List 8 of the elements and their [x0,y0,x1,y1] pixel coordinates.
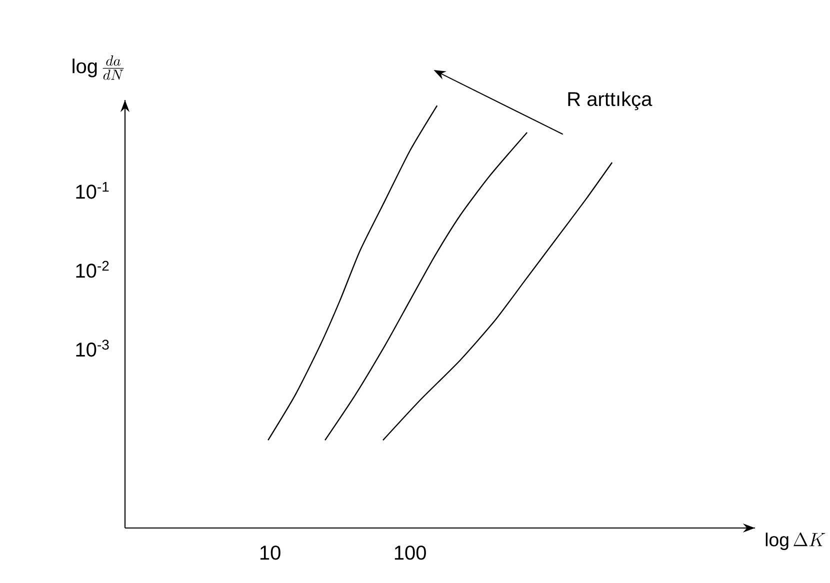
y-axis-title: $\log \frac{da}{dN}$ [72,55,124,80]
y-tick-label: 10$^{-1}$ [76,182,109,199]
y-tick-label: 10$^{-2}$ [76,260,109,278]
x-tick-label: 100 [394,546,426,560]
x-tick-label: 10 [260,546,280,560]
y-tick-label: 10$^{-3}$ [76,340,109,357]
x-axis-title: $\log \Delta K$ [766,532,826,550]
annotation: R arttıkça [568,91,652,110]
